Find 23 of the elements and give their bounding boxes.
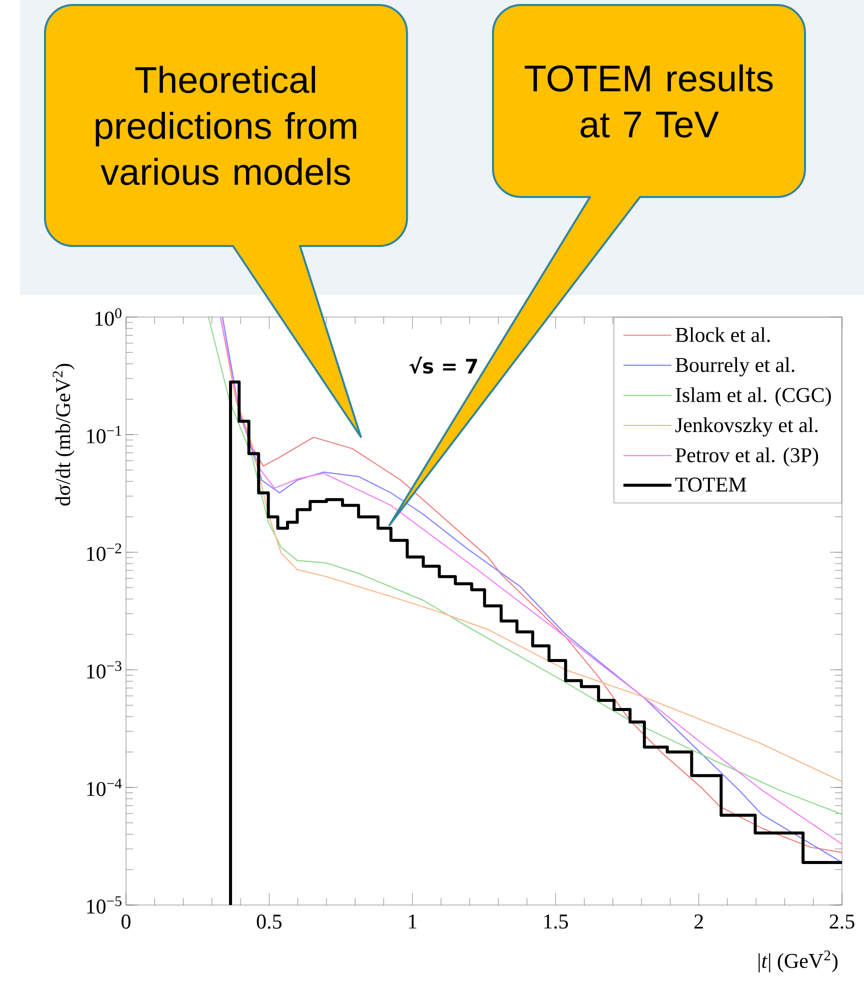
annotation: √s = 7 xyxy=(410,356,478,374)
x-tick-label: 1 xyxy=(409,914,416,928)
y-tick-label: 10$^{0}$ xyxy=(95,308,122,326)
y-tick-label: 10$^{−4}$ xyxy=(87,778,122,796)
legend-label: TOTEM xyxy=(675,478,746,492)
legend-label: Bourrely et al. xyxy=(676,357,794,376)
text: Theoretical predictions from various models xyxy=(96,66,356,186)
legend-label: Islam et al. (CGC) xyxy=(676,387,831,406)
y-tick-label: 10$^{−3}$ xyxy=(87,661,122,679)
y-tick-label: 10$^{−1}$ xyxy=(87,426,122,444)
y-tick-label: 10$^{−5}$ xyxy=(87,896,122,914)
x-axis-title: |t| (GeV$^{2}$) xyxy=(758,950,838,972)
legend-label: Jenkovszky et al. xyxy=(675,417,818,437)
text: TOTEM results at 7 TeV xyxy=(524,64,773,138)
legend-label: Block et al. xyxy=(676,327,770,342)
x-tick-label: 0.5 xyxy=(256,914,282,929)
y-tick-label: 10$^{−2}$ xyxy=(87,543,122,561)
x-tick-label: 2.5 xyxy=(830,914,854,929)
x-tick-label: 2 xyxy=(694,914,703,928)
y-axis-title: dσ/dt (mb/GeV$^{2}$) xyxy=(52,364,74,506)
x-tick-label: 1.5 xyxy=(544,914,568,929)
legend-label: Petrov et al. (3P) xyxy=(676,448,818,467)
x-tick-label: 0 xyxy=(122,914,130,929)
